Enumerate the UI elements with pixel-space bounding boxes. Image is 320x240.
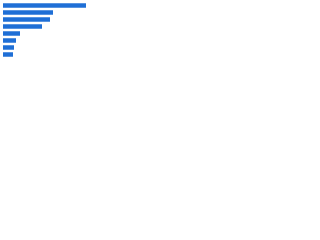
bar [3,3,86,8]
bar [3,17,50,22]
bar [3,24,42,29]
bar [3,45,14,50]
chart [3,3,86,57]
bar [3,38,16,43]
bar [3,31,20,36]
bar [3,10,53,15]
bar [3,52,13,57]
